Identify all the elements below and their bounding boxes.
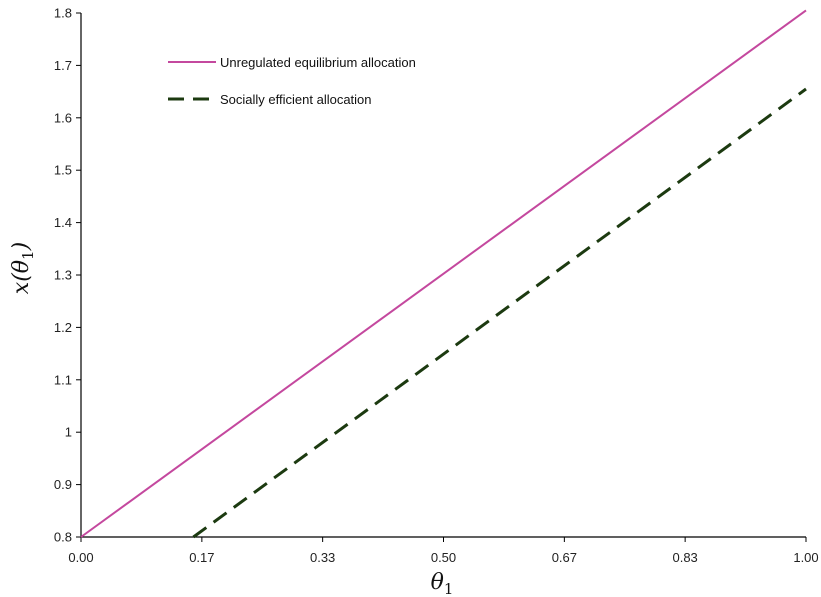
x-axis-title: θ1 bbox=[431, 570, 454, 597]
y-tick-label: 1.8 bbox=[54, 6, 72, 21]
series-line-2 bbox=[192, 87, 807, 539]
x-tick-label: 0.33 bbox=[310, 550, 335, 565]
tick-marks bbox=[76, 12, 807, 542]
y-tick-label: 1.4 bbox=[54, 215, 72, 230]
y-tick-label: 1.7 bbox=[54, 58, 72, 73]
x-axis-title-text: θ bbox=[431, 570, 444, 595]
y-tick-label: 1.6 bbox=[54, 110, 72, 125]
y-tick-label: 1.3 bbox=[54, 268, 72, 283]
x-axis-title-subscript: 1 bbox=[444, 580, 454, 597]
y-tick-label: 1.2 bbox=[54, 320, 72, 335]
x-tick-label: 1.00 bbox=[793, 550, 818, 565]
tick-labels: 0.8 0.9 1 1.1 1.2 1.3 1.4 1.5 1.6 1.7 1.8 0.00 0.17 0… bbox=[54, 6, 819, 566]
y-axis-title-subscript: 1 bbox=[19, 250, 37, 260]
y-axis-title: x(θ1) bbox=[9, 242, 37, 294]
series-line-1 bbox=[80, 9, 807, 538]
y-tick-label: 0.9 bbox=[54, 477, 72, 492]
legend-label-1: Unregulated equilibrium allocation bbox=[220, 55, 416, 70]
y-tick-label: 0.8 bbox=[54, 530, 72, 545]
y-tick-label: 1.1 bbox=[54, 372, 72, 387]
legend: Unregulated equilibrium allocation Social… bbox=[168, 55, 416, 107]
x-tick-label: 0.00 bbox=[68, 550, 93, 565]
x-tick-label: 0.17 bbox=[189, 550, 214, 565]
legend-label-2: Socially efficient allocation bbox=[220, 92, 372, 107]
x-tick-label: 0.83 bbox=[672, 550, 697, 565]
y-axis-title-close: ) bbox=[9, 242, 34, 252]
y-tick-label: 1.5 bbox=[54, 163, 72, 178]
series-group bbox=[80, 9, 807, 539]
x-tick-label: 0.50 bbox=[431, 550, 456, 565]
y-axis-title-text: x(θ bbox=[9, 260, 34, 294]
y-tick-label: 1 bbox=[65, 425, 72, 440]
x-tick-label: 0.67 bbox=[552, 550, 577, 565]
